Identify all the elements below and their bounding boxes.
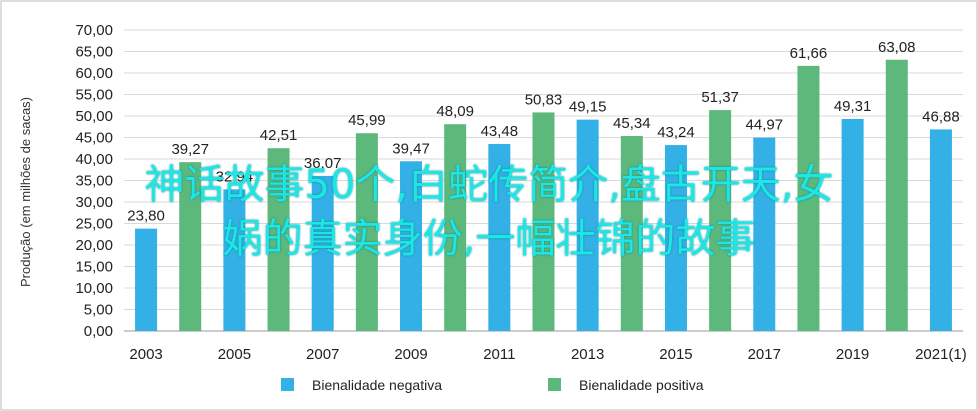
- bar-positive: [709, 110, 732, 331]
- data-label: 50,83: [525, 91, 563, 108]
- y-tick-label: 25,00: [75, 216, 113, 233]
- data-label: 63,08: [878, 39, 916, 56]
- legend: Bienalidade negativa Bienalidade positiv…: [281, 377, 704, 393]
- bar-negative: [135, 228, 158, 331]
- y-tick-label: 65,00: [75, 44, 113, 61]
- y-tick-label: 30,00: [75, 194, 113, 211]
- data-label: 44,97: [746, 117, 784, 134]
- y-tick-label: 15,00: [75, 259, 113, 276]
- data-label: 42,51: [260, 127, 298, 144]
- bar-positive: [355, 133, 378, 331]
- gridlines: [124, 29, 963, 332]
- y-tick-label: 45,00: [75, 130, 113, 147]
- data-label: 36,07: [304, 155, 342, 172]
- legend-label-negative: Bienalidade negativa: [312, 377, 442, 393]
- bar-positive: [532, 112, 555, 331]
- data-label: 32,94: [216, 168, 254, 185]
- data-label: 51,37: [701, 89, 739, 106]
- y-tick-label: 60,00: [75, 65, 113, 82]
- data-label: 49,31: [834, 98, 872, 115]
- x-tick-label: 2021(1): [915, 346, 967, 363]
- data-label: 49,15: [569, 99, 607, 116]
- bar-negative: [753, 137, 776, 331]
- data-label: 48,09: [436, 103, 474, 120]
- y-tick-label: 0,00: [84, 323, 113, 340]
- x-tick-label: 2007: [306, 346, 339, 363]
- data-label: 45,34: [613, 115, 651, 132]
- data-label: 43,24: [657, 124, 695, 141]
- y-tick-label: 70,00: [75, 22, 113, 39]
- bar-negative: [576, 119, 599, 331]
- bar-positive: [444, 124, 467, 331]
- bar-negative: [311, 175, 334, 331]
- data-label: 43,48: [481, 123, 519, 140]
- x-tick-label: 2011: [483, 346, 515, 363]
- x-tick-label: 2009: [394, 346, 427, 363]
- bar-negative: [488, 144, 511, 331]
- y-tick-label: 40,00: [75, 151, 113, 168]
- data-label: 39,47: [392, 140, 430, 157]
- x-axis-tick-labels: 2003 2005 2007 2009 2011 2013 2015 2017 2019 2021…: [129, 346, 966, 363]
- x-tick-label: 2017: [748, 346, 781, 363]
- x-tick-label: 2003: [129, 346, 162, 363]
- y-axis-tick-labels: 0,00 5,00 10,00 15,00 20,00 25,00 30,00 35,00 40…: [75, 22, 113, 340]
- y-tick-label: 55,00: [75, 87, 113, 104]
- bar-positive: [179, 162, 202, 331]
- data-labels: 23,80 39,27 32,94 42,51 36,07 45,99 39,47 48,09…: [127, 39, 959, 225]
- x-tick-label: 2013: [571, 346, 604, 363]
- x-tick-label: 2005: [218, 346, 251, 363]
- bar-negative: [841, 118, 864, 331]
- bars: [135, 59, 952, 331]
- data-label: 39,27: [171, 141, 209, 158]
- data-label: 46,88: [922, 108, 960, 125]
- y-tick-label: 20,00: [75, 237, 113, 254]
- legend-swatch-positive: [548, 378, 561, 391]
- data-label: 61,66: [790, 45, 828, 62]
- y-tick-label: 10,00: [75, 280, 113, 297]
- x-tick-label: 2019: [836, 346, 869, 363]
- y-axis-title: Produção (em milhões de sacas): [18, 97, 33, 287]
- data-label: 23,80: [127, 208, 165, 225]
- bar-negative: [400, 161, 423, 331]
- x-tick-label: 2015: [659, 346, 692, 363]
- bar-negative: [929, 129, 952, 331]
- bar-negative: [664, 145, 687, 331]
- legend-swatch-negative: [281, 378, 294, 391]
- bar-positive: [620, 136, 643, 331]
- legend-label-positive: Bienalidade positiva: [579, 377, 704, 393]
- bar-positive: [267, 148, 290, 331]
- y-tick-label: 35,00: [75, 173, 113, 190]
- bar-positive: [797, 65, 820, 331]
- bar-negative: [223, 189, 246, 331]
- data-label: 45,99: [348, 112, 386, 129]
- y-tick-label: 50,00: [75, 108, 113, 125]
- bar-positive: [885, 59, 908, 331]
- y-tick-label: 5,00: [84, 302, 113, 319]
